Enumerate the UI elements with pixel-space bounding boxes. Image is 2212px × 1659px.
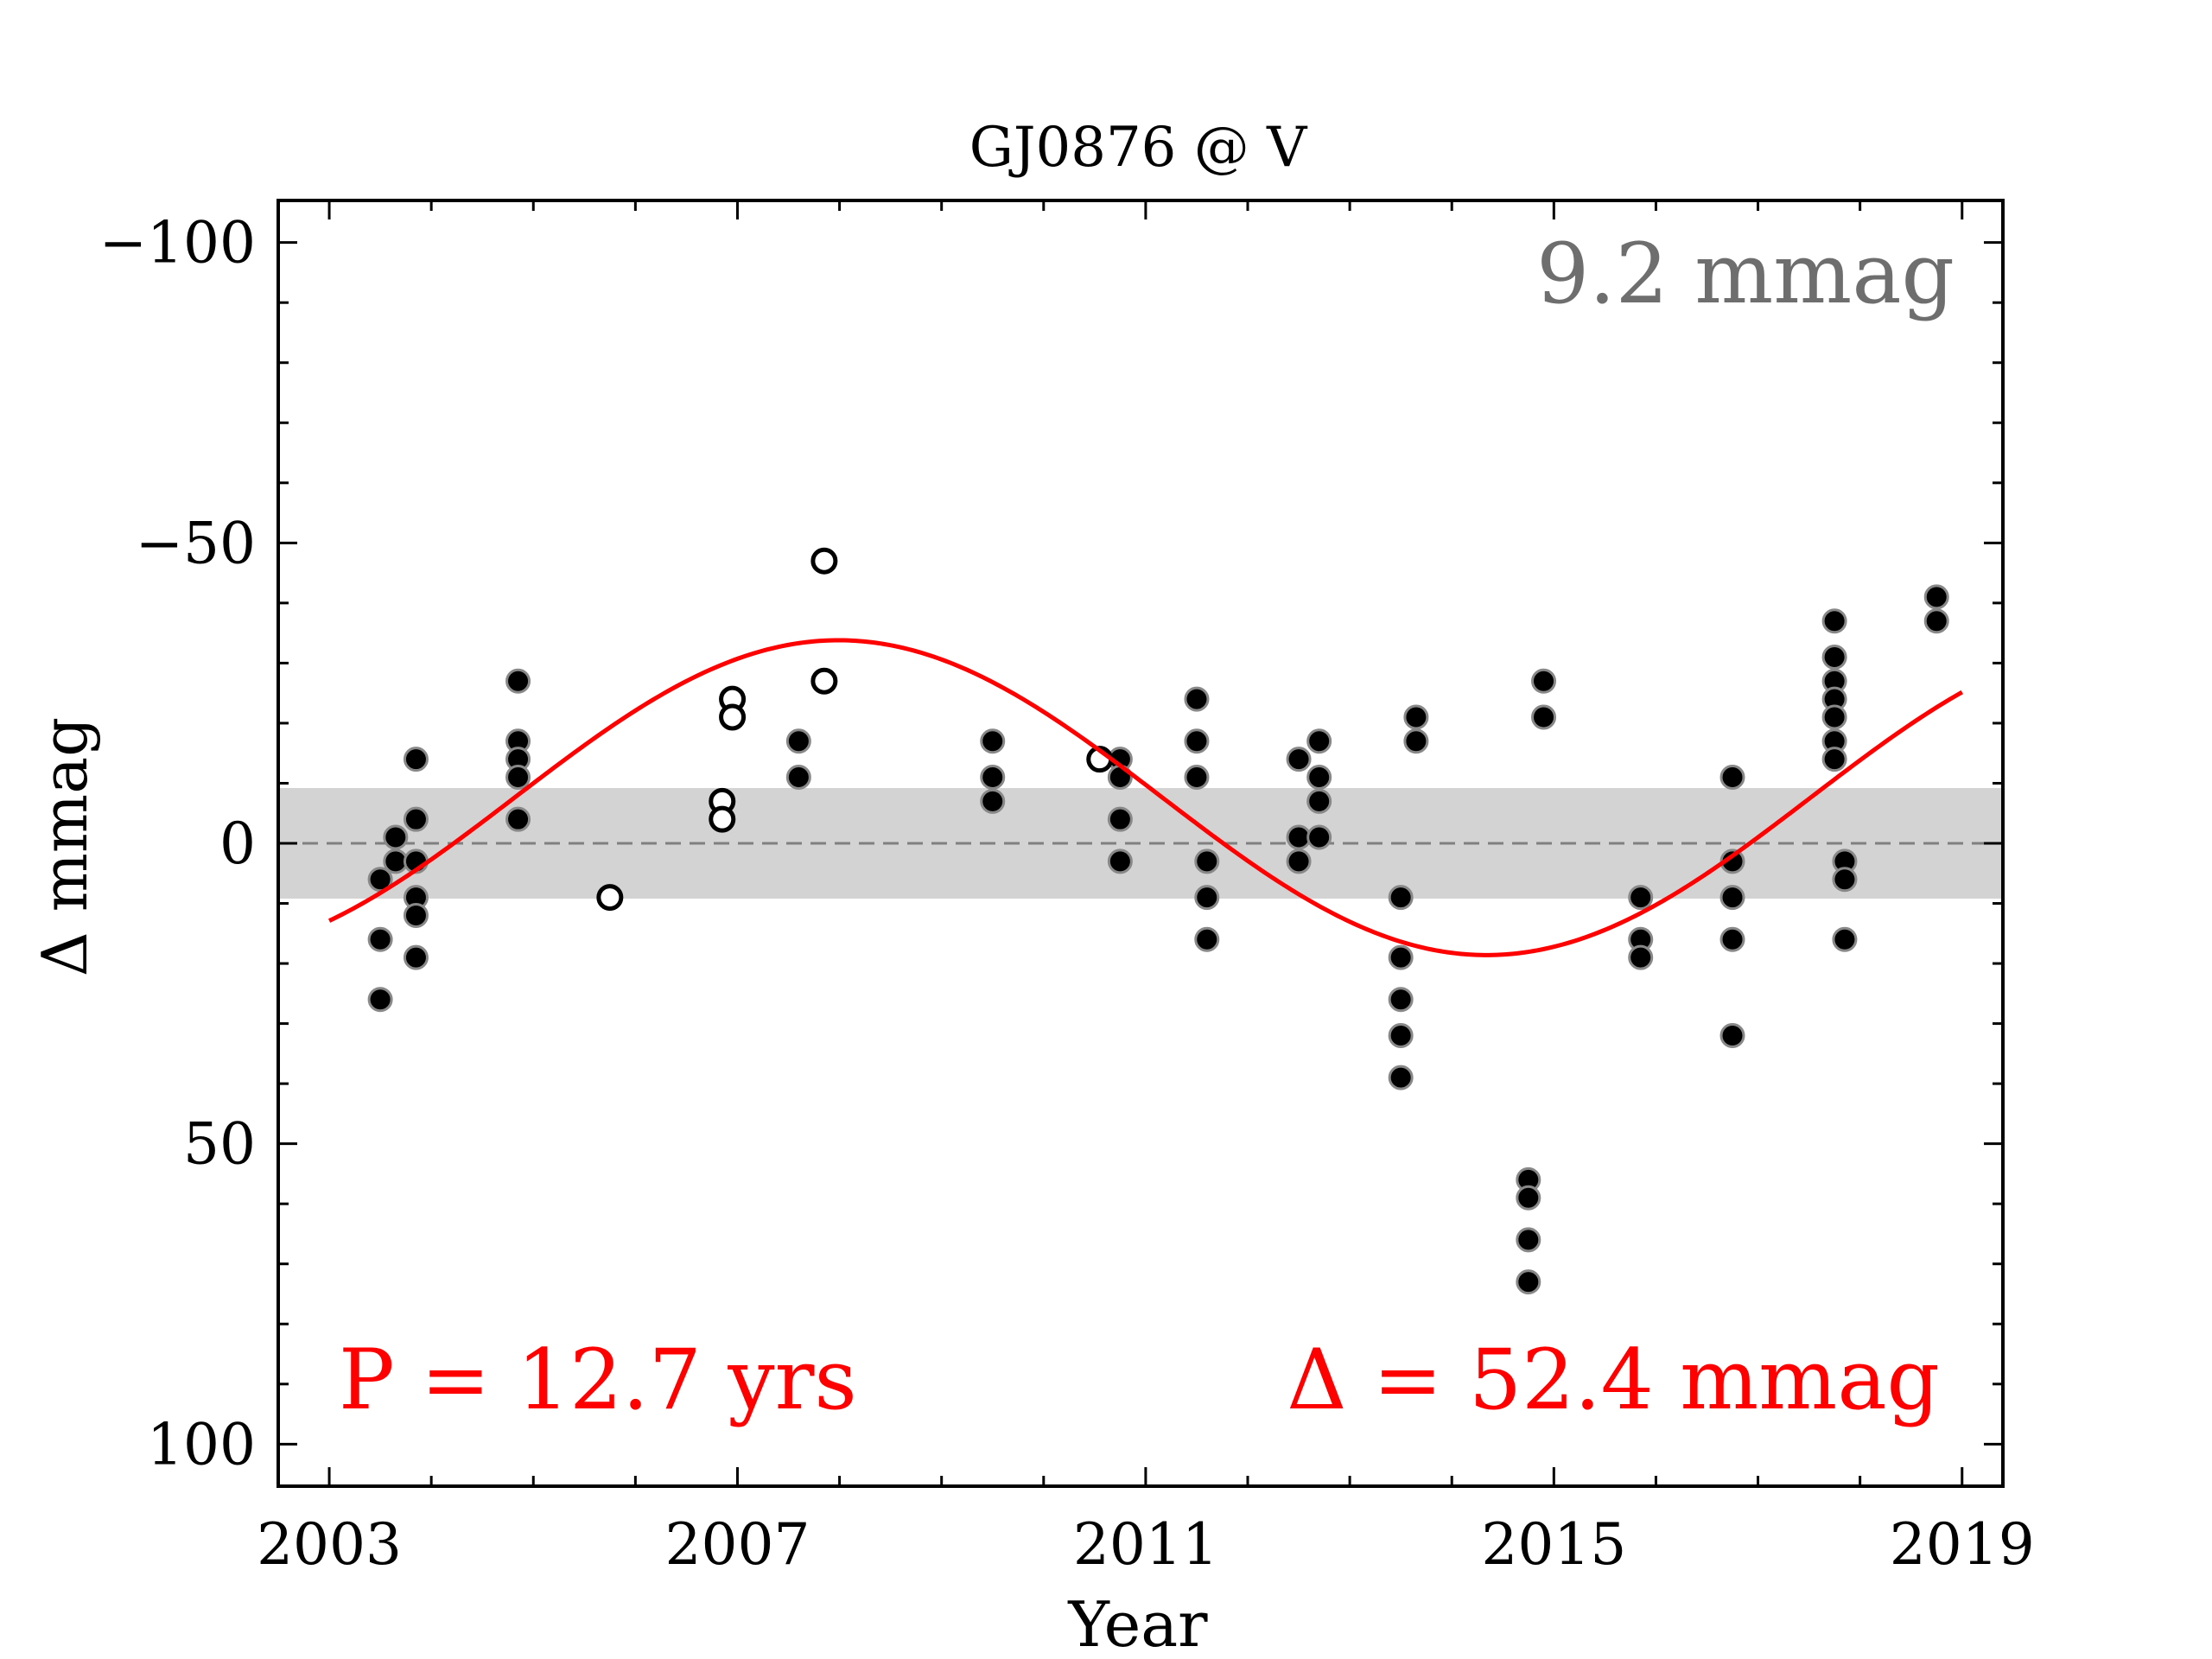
x-tick-label: 2007 xyxy=(664,1511,810,1578)
data-point-filled xyxy=(403,944,429,970)
data-point-filled xyxy=(980,728,1006,754)
x-axis-title: Year xyxy=(1067,1588,1208,1659)
data-point-filled xyxy=(785,728,811,754)
data-point-filled xyxy=(1388,885,1414,911)
data-point-filled xyxy=(1923,584,1949,610)
data-point-filled xyxy=(403,806,429,832)
data-point-filled xyxy=(403,747,429,772)
data-point-filled xyxy=(367,926,393,952)
data-point-filled xyxy=(1531,668,1557,694)
data-point-filled xyxy=(1388,1065,1414,1090)
data-point-filled xyxy=(1832,867,1858,893)
data-point-filled xyxy=(1388,1023,1414,1049)
axis-ticks xyxy=(278,200,2003,1486)
data-point-filled xyxy=(1194,885,1220,911)
data-point-open xyxy=(719,703,747,731)
data-point-filled xyxy=(1107,806,1133,832)
data-point-filled xyxy=(1306,788,1332,814)
data-point-filled xyxy=(1194,849,1220,874)
y-axis-title: Δ mmag xyxy=(29,717,101,976)
data-point-filled xyxy=(1719,1023,1745,1049)
data-point-filled xyxy=(1516,1269,1541,1295)
y-tick-label: −100 xyxy=(99,210,256,276)
data-point-filled xyxy=(1388,944,1414,970)
data-point-filled xyxy=(1194,926,1220,952)
data-point-filled xyxy=(1821,747,1847,772)
y-tick-label: 0 xyxy=(219,810,256,877)
chart-title: GJ0876 @ V xyxy=(969,116,1308,180)
data-point-filled xyxy=(1719,765,1745,791)
data-point-filled xyxy=(1516,1227,1541,1253)
x-tick-label: 2015 xyxy=(1481,1511,1626,1578)
data-point-filled xyxy=(1821,644,1847,670)
data-point-filled xyxy=(1628,944,1654,970)
data-point-filled xyxy=(1306,765,1332,791)
data-point-filled xyxy=(1719,885,1745,911)
data-point-filled xyxy=(1184,686,1210,712)
data-point-filled xyxy=(1107,849,1133,874)
x-tick-label: 2019 xyxy=(1890,1511,2035,1578)
fit-curve xyxy=(327,638,1963,957)
band-width-annotation: 9.2 mmag xyxy=(1536,226,1955,322)
data-point-filled xyxy=(383,824,409,850)
x-tick-labels: 2003 2007 2011 2015 2019 xyxy=(257,1511,2035,1578)
data-point-filled xyxy=(1286,824,1312,850)
data-point-filled xyxy=(1286,747,1312,772)
data-point-filled xyxy=(367,987,393,1013)
data-point-filled xyxy=(785,765,811,791)
amplitude-annotation: Δ = 52.4 mmag xyxy=(1287,1332,1940,1428)
data-point-open xyxy=(810,667,838,695)
data-point-open xyxy=(596,884,624,912)
data-point-filled xyxy=(1516,1185,1541,1211)
period-annotation: P = 12.7 yrs xyxy=(339,1332,857,1428)
data-point-filled xyxy=(1184,765,1210,791)
data-point-filled xyxy=(1719,926,1745,952)
data-points xyxy=(367,547,1949,1295)
data-point-filled xyxy=(505,765,531,791)
y-tick-label: −50 xyxy=(136,510,256,576)
data-point-filled xyxy=(1388,987,1414,1013)
data-point-open xyxy=(709,805,736,833)
data-point-filled xyxy=(383,849,409,874)
data-point-filled xyxy=(1923,608,1949,634)
data-point-filled xyxy=(505,668,531,694)
data-point-filled xyxy=(1531,704,1557,730)
data-point-filled xyxy=(403,902,429,928)
x-tick-label: 2011 xyxy=(1073,1511,1218,1578)
data-point-filled xyxy=(980,765,1006,791)
data-point-filled xyxy=(1306,728,1332,754)
y-tick-labels: −100 −50 0 50 100 xyxy=(99,210,256,1478)
data-point-filled xyxy=(1403,704,1429,730)
data-point-filled xyxy=(1184,728,1210,754)
data-point-filled xyxy=(1403,728,1429,754)
plot-area xyxy=(276,199,2005,1488)
data-point-filled xyxy=(1306,824,1332,850)
data-point-filled xyxy=(1286,849,1312,874)
data-point-filled xyxy=(505,806,531,832)
data-point-filled xyxy=(1628,885,1654,911)
data-point-filled xyxy=(980,788,1006,814)
x-tick-label: 2003 xyxy=(257,1511,402,1578)
data-point-filled xyxy=(1832,926,1858,952)
y-tick-label: 100 xyxy=(147,1411,256,1478)
data-point-open xyxy=(810,547,838,575)
data-point-filled xyxy=(1821,608,1847,634)
data-point-filled xyxy=(1821,704,1847,730)
y-tick-label: 50 xyxy=(183,1111,256,1178)
